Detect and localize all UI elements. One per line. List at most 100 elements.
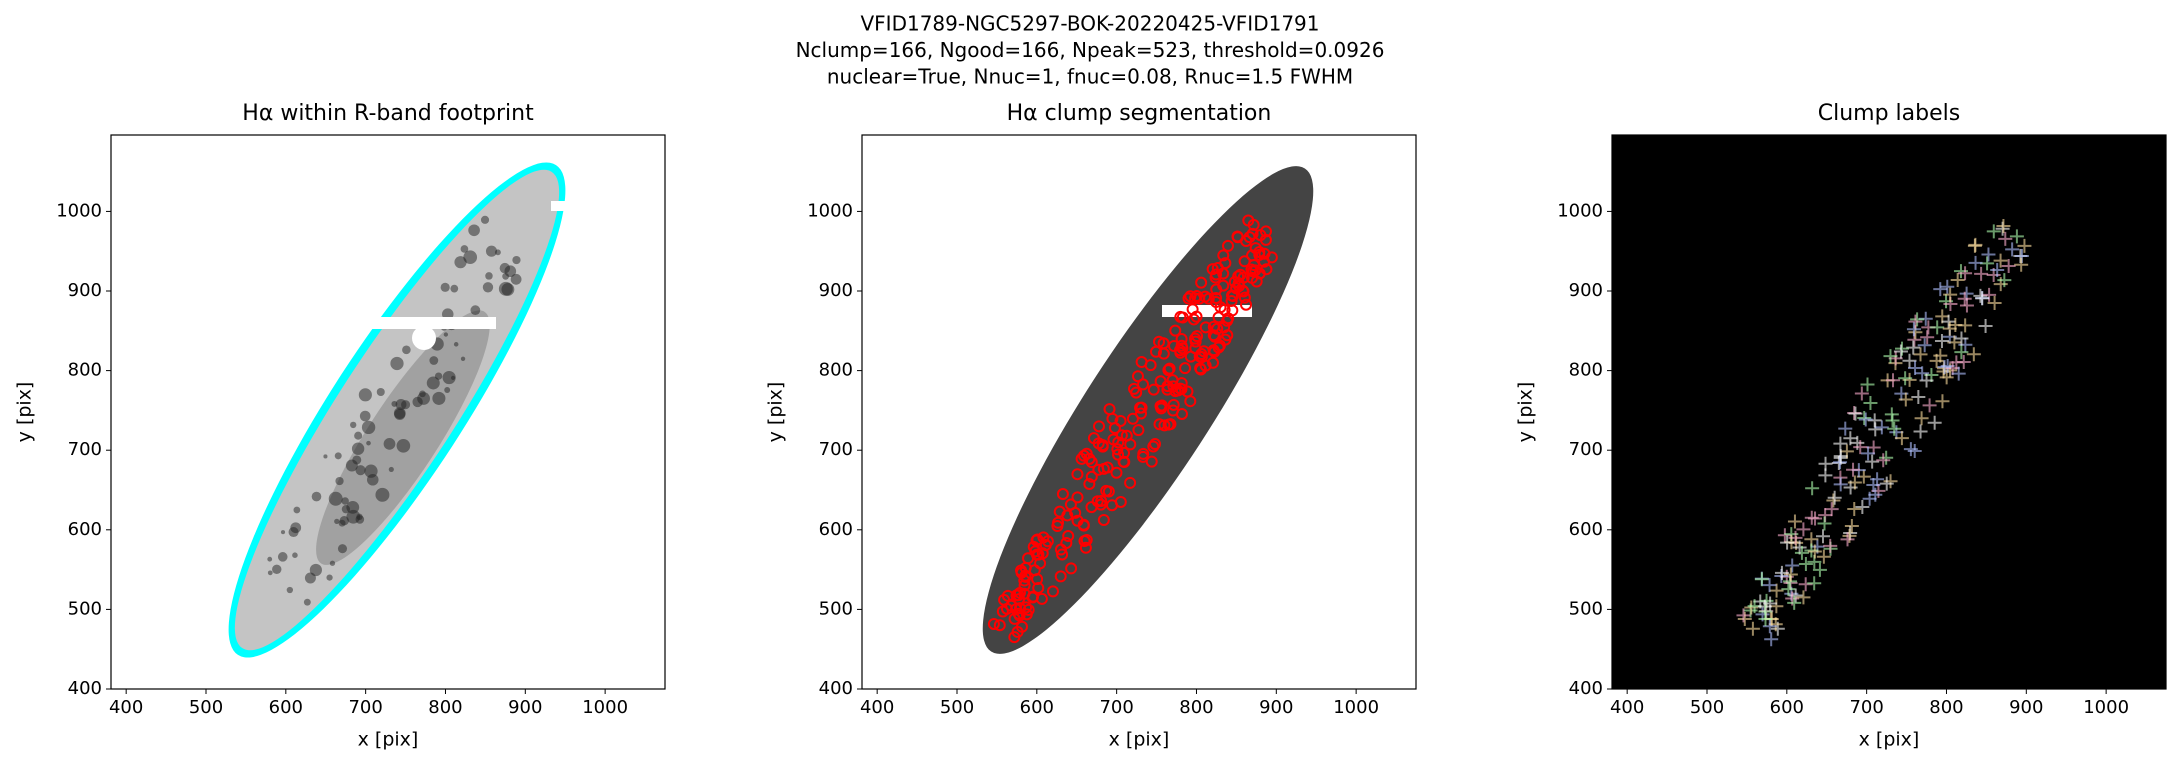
clump-label — [1818, 468, 1833, 483]
hii-region — [334, 452, 342, 460]
y-tick-label: 900 — [819, 280, 853, 301]
x-tick-label: 1000 — [1333, 697, 1379, 718]
y-tick-label: 400 — [1569, 678, 1603, 699]
hii-region — [292, 552, 298, 558]
clump-label — [1883, 349, 1898, 364]
clump-label — [1913, 347, 1928, 362]
hii-region — [346, 509, 361, 524]
clump-marker — [1226, 289, 1239, 302]
clump-label — [2014, 257, 2029, 272]
clump-marker — [1232, 270, 1245, 283]
hii-region — [482, 282, 494, 293]
clump-marker — [1071, 491, 1084, 504]
axes-title: Clump labels — [1818, 101, 1960, 126]
clump-marker — [1053, 505, 1066, 518]
clump-label — [1910, 312, 1925, 327]
clump-marker — [1103, 403, 1116, 416]
clump-label — [1844, 519, 1859, 534]
clump-label — [1879, 476, 1894, 491]
clump-marker — [1097, 462, 1110, 475]
clump-marker — [1237, 271, 1250, 284]
clump-marker — [1221, 239, 1234, 252]
clump-label — [1769, 583, 1784, 598]
hii-region — [401, 400, 411, 410]
clump-marker — [1179, 362, 1192, 375]
clump-label — [1939, 370, 1954, 385]
clump-marker — [1162, 418, 1175, 431]
hii-region — [293, 506, 301, 514]
y-tick-label: 800 — [68, 360, 102, 381]
clump-label — [1807, 576, 1822, 591]
clump-marker — [1230, 282, 1243, 295]
clump-marker — [1246, 227, 1259, 240]
hii-region — [453, 342, 459, 347]
clump-marker — [1124, 476, 1137, 489]
clump-label — [1744, 600, 1759, 615]
clump-label — [1858, 412, 1873, 427]
clump-label — [1848, 406, 1863, 421]
clump-marker — [1011, 625, 1024, 638]
clump-label — [1785, 558, 1800, 573]
x-axis-label: x [pix] — [358, 729, 419, 751]
clump-label — [1996, 218, 2011, 233]
y-tick-label: 900 — [1569, 280, 1603, 301]
clump-marker — [1149, 345, 1162, 358]
hii-region — [338, 519, 346, 527]
clump-label — [1788, 530, 1803, 545]
clump-marker — [1054, 570, 1067, 583]
clump-label — [1898, 392, 1913, 407]
y-tick-label: 1000 — [807, 200, 853, 221]
hii-region — [375, 487, 390, 502]
clump-marker — [1187, 313, 1200, 326]
clump-label — [1788, 588, 1803, 603]
hii-region — [323, 454, 328, 459]
clump-marker — [1080, 447, 1093, 460]
clump-marker — [1083, 477, 1096, 490]
clump-label — [1840, 532, 1855, 547]
hii-region — [267, 556, 273, 562]
clump-label — [1933, 282, 1948, 297]
hii-region — [309, 563, 322, 577]
clump-marker — [1211, 322, 1224, 335]
clump-marker — [1120, 429, 1133, 442]
hii-region — [394, 408, 406, 421]
x-tick-label: 900 — [508, 697, 542, 718]
y-tick-label: 800 — [1569, 360, 1603, 381]
clump-label — [1987, 295, 2002, 310]
clump-label — [1874, 420, 1889, 435]
hii-region — [328, 491, 343, 506]
y-axis-label: y [pix] — [1515, 382, 1537, 443]
hii-region — [443, 332, 449, 337]
clump-marker — [1085, 456, 1098, 469]
figure-title: VFID1789-NGC5297-BOK-20220425-VFID1791 — [861, 12, 1320, 36]
clump-marker — [1225, 294, 1238, 307]
clump-marker — [1056, 488, 1069, 501]
hii-region — [311, 491, 322, 502]
clump-marker — [1231, 231, 1244, 244]
clump-label — [1887, 421, 1902, 436]
clump-marker — [1032, 581, 1045, 594]
clump-marker — [1135, 407, 1148, 420]
hii-region — [485, 272, 493, 280]
mask-gap — [551, 201, 641, 211]
clump-label — [1762, 578, 1777, 593]
hii-region — [468, 224, 480, 237]
clump-label — [1954, 345, 1969, 360]
hii-region — [288, 527, 299, 538]
clump-marker — [1030, 548, 1043, 561]
clump-marker — [1166, 374, 1179, 387]
x-tick-label: 500 — [189, 697, 223, 718]
hii-region — [440, 282, 450, 292]
clump-label — [1842, 528, 1857, 543]
clump-label — [1908, 360, 1923, 375]
hii-region — [460, 356, 466, 361]
clump-marker — [1247, 258, 1260, 271]
figure-title: nuclear=True, Nnuc=1, fnuc=0.08, Rnuc=1.… — [827, 65, 1353, 89]
clump-marker — [1167, 339, 1180, 352]
clump-label — [1847, 475, 1862, 490]
clump-label — [1894, 431, 1909, 446]
clump-label — [1954, 331, 1969, 346]
clump-label — [1903, 442, 1918, 457]
clump-marker — [1155, 400, 1168, 413]
clump-label — [1886, 373, 1901, 388]
